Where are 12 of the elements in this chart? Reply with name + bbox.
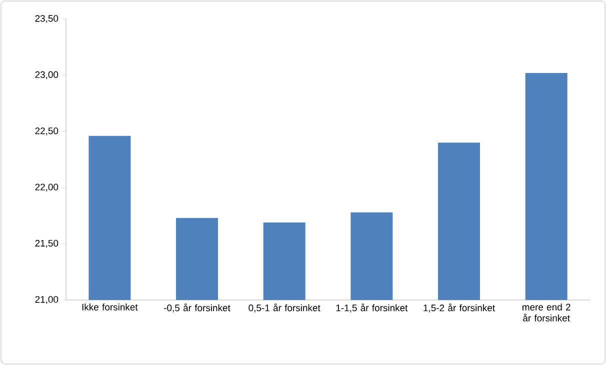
y-tick-label: 21,50 (35, 240, 58, 248)
x-tick-label: 1-1,5 år forsinket (336, 304, 408, 312)
y-tick-label: 21,00 (35, 296, 58, 304)
x-tick-label: mere end 2 år forsinket (522, 304, 570, 322)
x-tick-label: 0,5-1 år forsinket (248, 304, 320, 312)
y-tick-label: 23,50 (35, 15, 58, 23)
x-tick-label: 1,5-2 år forsinket (424, 304, 495, 312)
x-tick-label: Ikke forsinket (82, 304, 138, 310)
y-tick-label: 22,00 (35, 184, 58, 192)
y-tick-label: 22,50 (35, 127, 58, 136)
x-tick-label: -0,5 år forsinket (164, 304, 230, 312)
y-tick-label: 23,00 (35, 71, 58, 80)
